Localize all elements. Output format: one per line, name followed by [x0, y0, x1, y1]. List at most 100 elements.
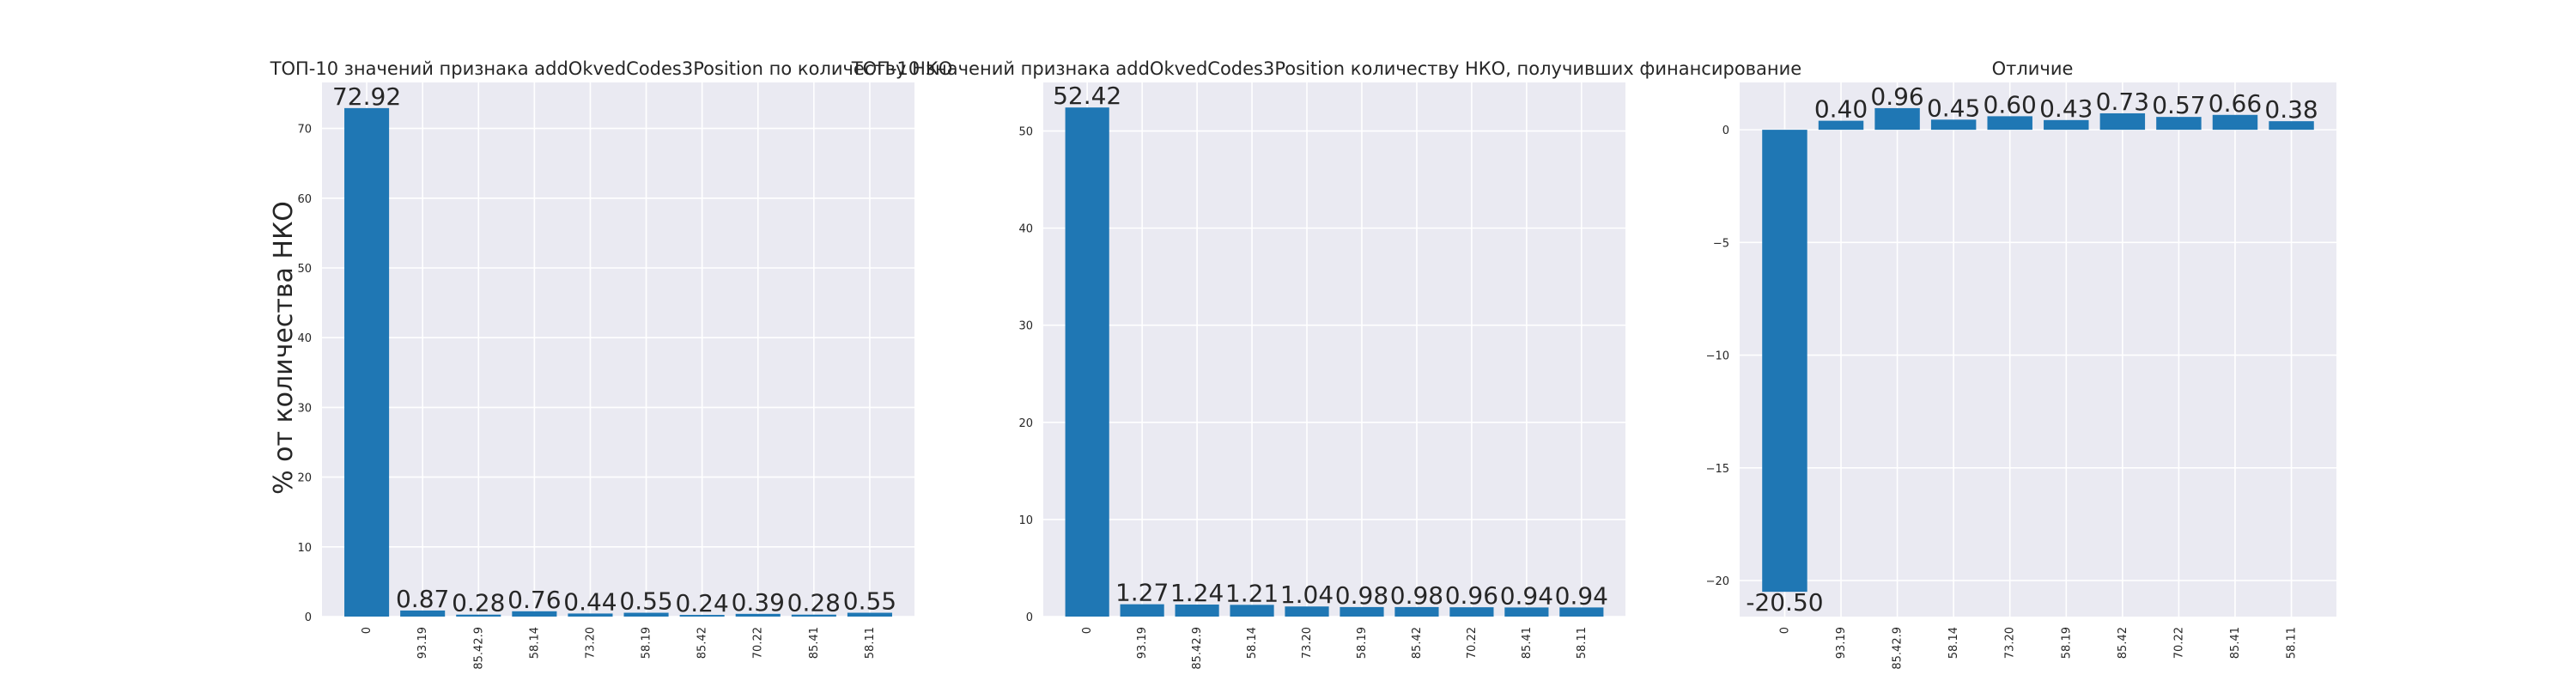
x-tick-label: 85.41 — [808, 627, 821, 659]
bar-value-label: 0.96 — [1445, 581, 1498, 610]
y-tick-label: −10 — [1706, 350, 1729, 363]
bar — [1762, 130, 1807, 593]
y-tick-label: 10 — [1018, 514, 1033, 527]
bar — [623, 612, 669, 617]
y-tick-label: 0 — [1026, 611, 1033, 624]
x-tick-label: 85.42 — [696, 627, 709, 659]
bar-value-label: 0.87 — [396, 585, 449, 613]
bar-value-label: 0.94 — [1555, 581, 1608, 610]
bar — [1065, 107, 1109, 617]
bar — [1285, 606, 1329, 617]
x-tick-label: 85.42 — [2117, 627, 2129, 659]
bar — [1175, 604, 1219, 617]
x-tick-label: 70.22 — [1466, 627, 1479, 659]
bar — [1818, 120, 1864, 131]
y-tick-label: 20 — [297, 472, 312, 485]
y-tick-label: 20 — [1018, 417, 1033, 430]
bar — [400, 610, 446, 617]
y-tick-label: 10 — [297, 542, 312, 555]
x-tick-label: 93.19 — [1835, 627, 1848, 659]
chart-1-title: ТОП-10 значений признака addOkvedCodes3P… — [270, 58, 953, 79]
bar — [1504, 607, 1549, 617]
bar-value-label: 1.27 — [1115, 579, 1169, 607]
bar — [1449, 607, 1494, 617]
chart-3: Отличие −20−15−10−50-20.500.40 0.96 0.45 0.… — [1706, 58, 2336, 670]
x-tick-label: 58.19 — [1356, 627, 1369, 659]
bar — [1930, 119, 1977, 131]
x-tick-label: 93.19 — [1136, 627, 1149, 659]
x-tick-label: 58.14 — [1947, 627, 1960, 659]
bar-value-label: 0.45 — [1927, 94, 1980, 122]
chart-3-title: Отличие — [1992, 58, 2074, 79]
bar-value-label: 0.43 — [2039, 94, 2093, 123]
x-tick-label: 85.42.9 — [472, 627, 485, 670]
bar — [847, 612, 892, 617]
bar-value-label: 1.24 — [1170, 579, 1224, 607]
y-tick-label: −15 — [1706, 463, 1729, 476]
bar-value-label: 1.04 — [1280, 581, 1334, 609]
bar — [679, 615, 725, 617]
x-tick-label: 85.42.9 — [1191, 627, 1204, 670]
bar — [791, 614, 836, 617]
chart-2: ТОП-10 значений признака addOkvedCodes3P… — [851, 58, 1801, 670]
y-tick-label: 0 — [305, 611, 312, 624]
x-tick-label: 93.19 — [416, 627, 429, 659]
bar — [1987, 116, 2032, 131]
chart-3-plot: −20−15−10−50-20.500.40 0.96 0.45 0.60 0.43 0.… — [1706, 82, 2336, 670]
bar — [1394, 606, 1439, 617]
y-tick-label: 40 — [297, 332, 312, 345]
bar-value-label: 0.66 — [2208, 89, 2262, 118]
bar-value-label: 0.98 — [1335, 581, 1388, 610]
x-tick-label: 73.20 — [1301, 627, 1314, 659]
bar — [2156, 117, 2202, 131]
y-tick-label: 30 — [297, 402, 312, 415]
y-axis-label: % от количества НКО — [269, 201, 299, 495]
x-tick-label: 58.14 — [1246, 627, 1259, 659]
bar — [1340, 606, 1384, 617]
bar-value-label: 0.44 — [563, 587, 617, 616]
plot-background — [1740, 82, 2336, 617]
x-tick-label: 70.22 — [752, 627, 765, 659]
bar-value-label: 0.55 — [843, 587, 896, 616]
bar-value-label: 0.28 — [787, 589, 841, 617]
bar — [1559, 607, 1604, 617]
bar — [2099, 112, 2146, 131]
y-tick-label: −5 — [1713, 237, 1729, 250]
bar-value-label: 0.60 — [1984, 90, 2037, 119]
x-tick-label: 73.20 — [584, 627, 597, 659]
bar — [2212, 114, 2258, 131]
bar — [568, 613, 613, 617]
x-tick-label: 58.11 — [1576, 627, 1589, 659]
bar — [344, 107, 390, 617]
x-tick-label: 85.42 — [1411, 627, 1424, 659]
bar-value-label: 72.92 — [332, 82, 401, 111]
y-tick-label: 30 — [1018, 320, 1033, 333]
bar-value-label: 1.21 — [1225, 579, 1279, 607]
bar-value-label: 0.73 — [2096, 88, 2149, 116]
bar-value-label: 0.57 — [2152, 91, 2205, 119]
chart-2-title: ТОП-10 значений признака addOkvedCodes3P… — [851, 58, 1801, 79]
chart-1: ТОП-10 значений признака addOkvedCodes3P… — [270, 58, 953, 670]
bar-value-label: 0.24 — [675, 589, 728, 617]
bar-value-label: 0.98 — [1390, 581, 1443, 610]
bar-value-label: 0.40 — [1814, 95, 1868, 124]
bar — [1874, 107, 1920, 131]
bar — [1230, 605, 1274, 617]
bar — [2269, 121, 2314, 131]
y-tick-label: 60 — [297, 193, 312, 206]
bar-value-label: 0.39 — [732, 588, 785, 617]
x-tick-label: 70.22 — [2172, 627, 2185, 659]
x-tick-label: 85.42.9 — [1892, 627, 1905, 670]
y-tick-label: 40 — [1018, 223, 1033, 236]
bar-value-label: -20.50 — [1746, 588, 1823, 617]
bar-value-label: 0.76 — [507, 586, 561, 614]
x-tick-label: 73.20 — [2004, 627, 2017, 659]
y-tick-label: 0 — [1722, 125, 1729, 137]
y-tick-label: 50 — [1018, 126, 1033, 139]
bar-value-label: 0.38 — [2264, 95, 2318, 124]
bar-value-label: 0.28 — [452, 589, 505, 617]
plot-background — [1043, 82, 1625, 617]
bar-value-label: 0.96 — [1870, 82, 1923, 111]
